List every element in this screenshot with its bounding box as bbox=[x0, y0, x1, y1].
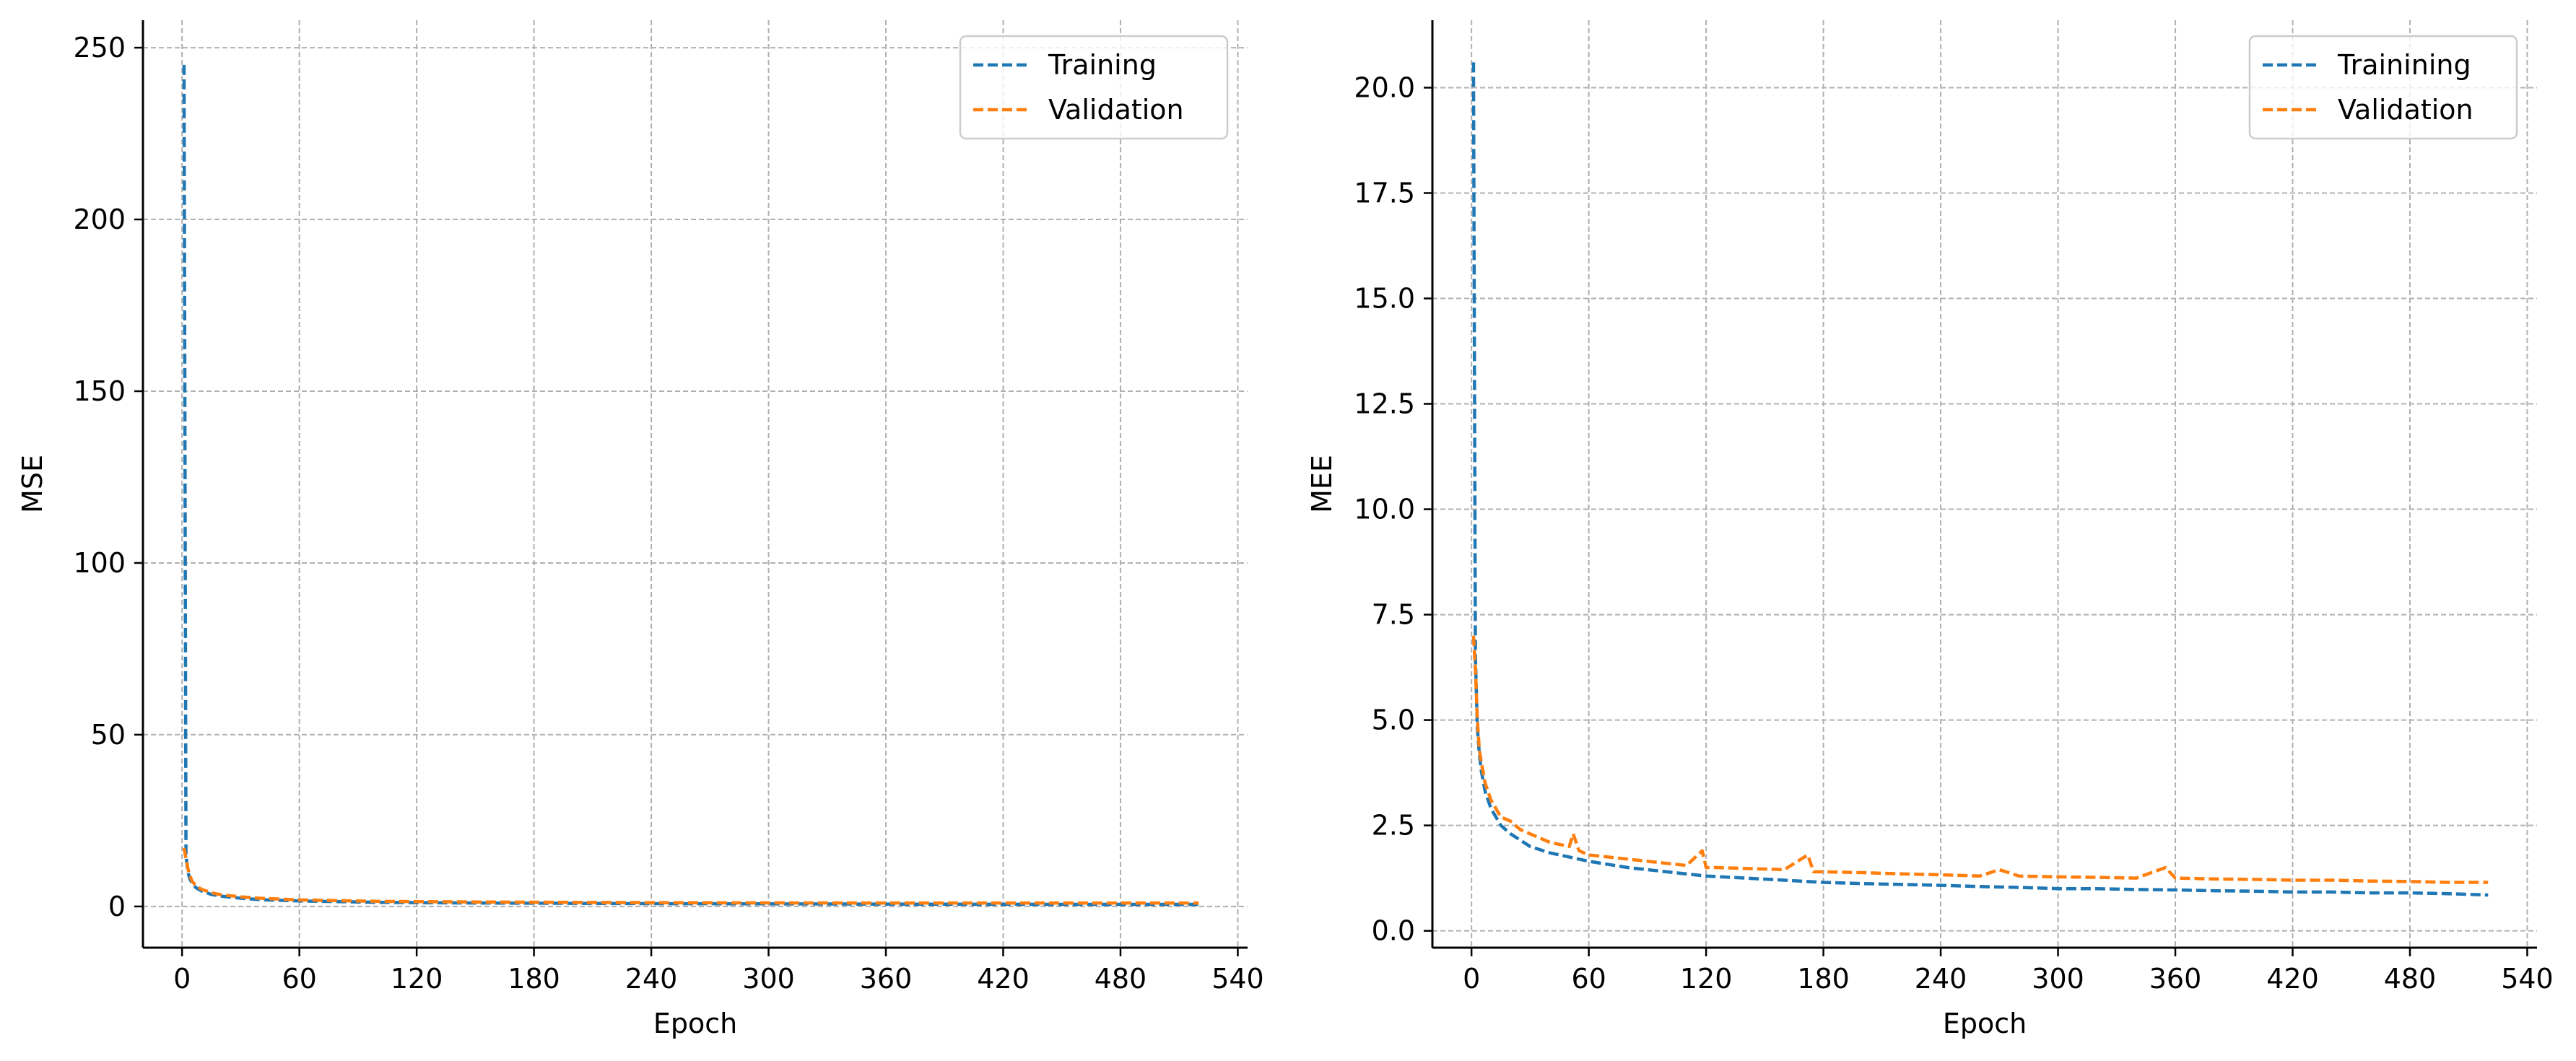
x-tick-label: 360 bbox=[2149, 963, 2202, 995]
x-axis-label: Epoch bbox=[653, 1008, 737, 1039]
y-tick-label: 7.5 bbox=[1372, 599, 1415, 631]
x-tick-label: 540 bbox=[2501, 963, 2554, 995]
x-tick-label: 60 bbox=[282, 963, 316, 995]
y-tick-label: 150 bbox=[73, 375, 126, 407]
legend: Trainining Validation bbox=[2248, 35, 2518, 140]
chart-mse: 0 60 120 180 240 300 360 420 480 540 0 50 100 150 200 2… bbox=[17, 20, 1264, 1039]
y-tick-label: 100 bbox=[73, 547, 126, 579]
y-tick-label: 2.5 bbox=[1372, 810, 1415, 842]
y-tick-label: 0.0 bbox=[1372, 915, 1415, 947]
x-tick-label: 0 bbox=[1463, 963, 1480, 995]
x-tick-label: 360 bbox=[860, 963, 913, 995]
series-line-validation bbox=[182, 847, 1199, 905]
x-axis-label: Epoch bbox=[1943, 1008, 2027, 1039]
x-tick-label: 240 bbox=[1915, 963, 1967, 995]
x-tick-label: 480 bbox=[1095, 963, 1147, 995]
y-tick-label: 20.0 bbox=[1354, 71, 1415, 103]
y-axis-label: MEE bbox=[1306, 455, 1338, 513]
legend-label: Trainining bbox=[2337, 49, 2471, 81]
legend-box bbox=[959, 35, 1229, 140]
y-tick-label: 200 bbox=[73, 204, 126, 235]
y-tick-label: 250 bbox=[73, 32, 126, 64]
series-line-training bbox=[182, 64, 1199, 907]
legend-label: Training bbox=[1048, 49, 1157, 81]
x-tick-label: 480 bbox=[2384, 963, 2437, 995]
x-tick-label: 0 bbox=[173, 963, 191, 995]
y-tick-label: 10.0 bbox=[1354, 494, 1415, 525]
x-tick-label: 240 bbox=[625, 963, 678, 995]
x-tick-label: 180 bbox=[508, 963, 560, 995]
legend-box bbox=[2248, 35, 2518, 140]
x-tick-label: 420 bbox=[2266, 963, 2319, 995]
x-tick-label: 120 bbox=[391, 963, 443, 995]
series-line-validation bbox=[1471, 635, 2489, 884]
y-tick-label: 50 bbox=[91, 719, 126, 751]
legend: Training Validation bbox=[959, 35, 1229, 140]
y-tick-label: 12.5 bbox=[1354, 388, 1415, 420]
y-tick-label: 17.5 bbox=[1354, 177, 1415, 209]
y-tick-label: 15.0 bbox=[1354, 283, 1415, 315]
legend-label: Validation bbox=[2338, 94, 2473, 126]
legend-label: Validation bbox=[1048, 94, 1184, 126]
x-tick-label: 300 bbox=[742, 963, 795, 995]
x-tick-label: 420 bbox=[977, 963, 1030, 995]
x-tick-label: 60 bbox=[1571, 963, 1606, 995]
series-line-trainining bbox=[1471, 62, 2489, 897]
y-axis-label: MSE bbox=[17, 455, 48, 513]
x-tick-label: 180 bbox=[1797, 963, 1850, 995]
y-tick-label: 0 bbox=[108, 891, 126, 922]
x-tick-label: 540 bbox=[1211, 963, 1264, 995]
y-tick-label: 5.0 bbox=[1372, 704, 1415, 736]
x-tick-label: 120 bbox=[1680, 963, 1733, 995]
chart-mee: 0 60 120 180 240 300 360 420 480 540 0.0 2.5 5.0 7.5 1… bbox=[1306, 20, 2554, 1039]
x-tick-label: 300 bbox=[2032, 963, 2084, 995]
